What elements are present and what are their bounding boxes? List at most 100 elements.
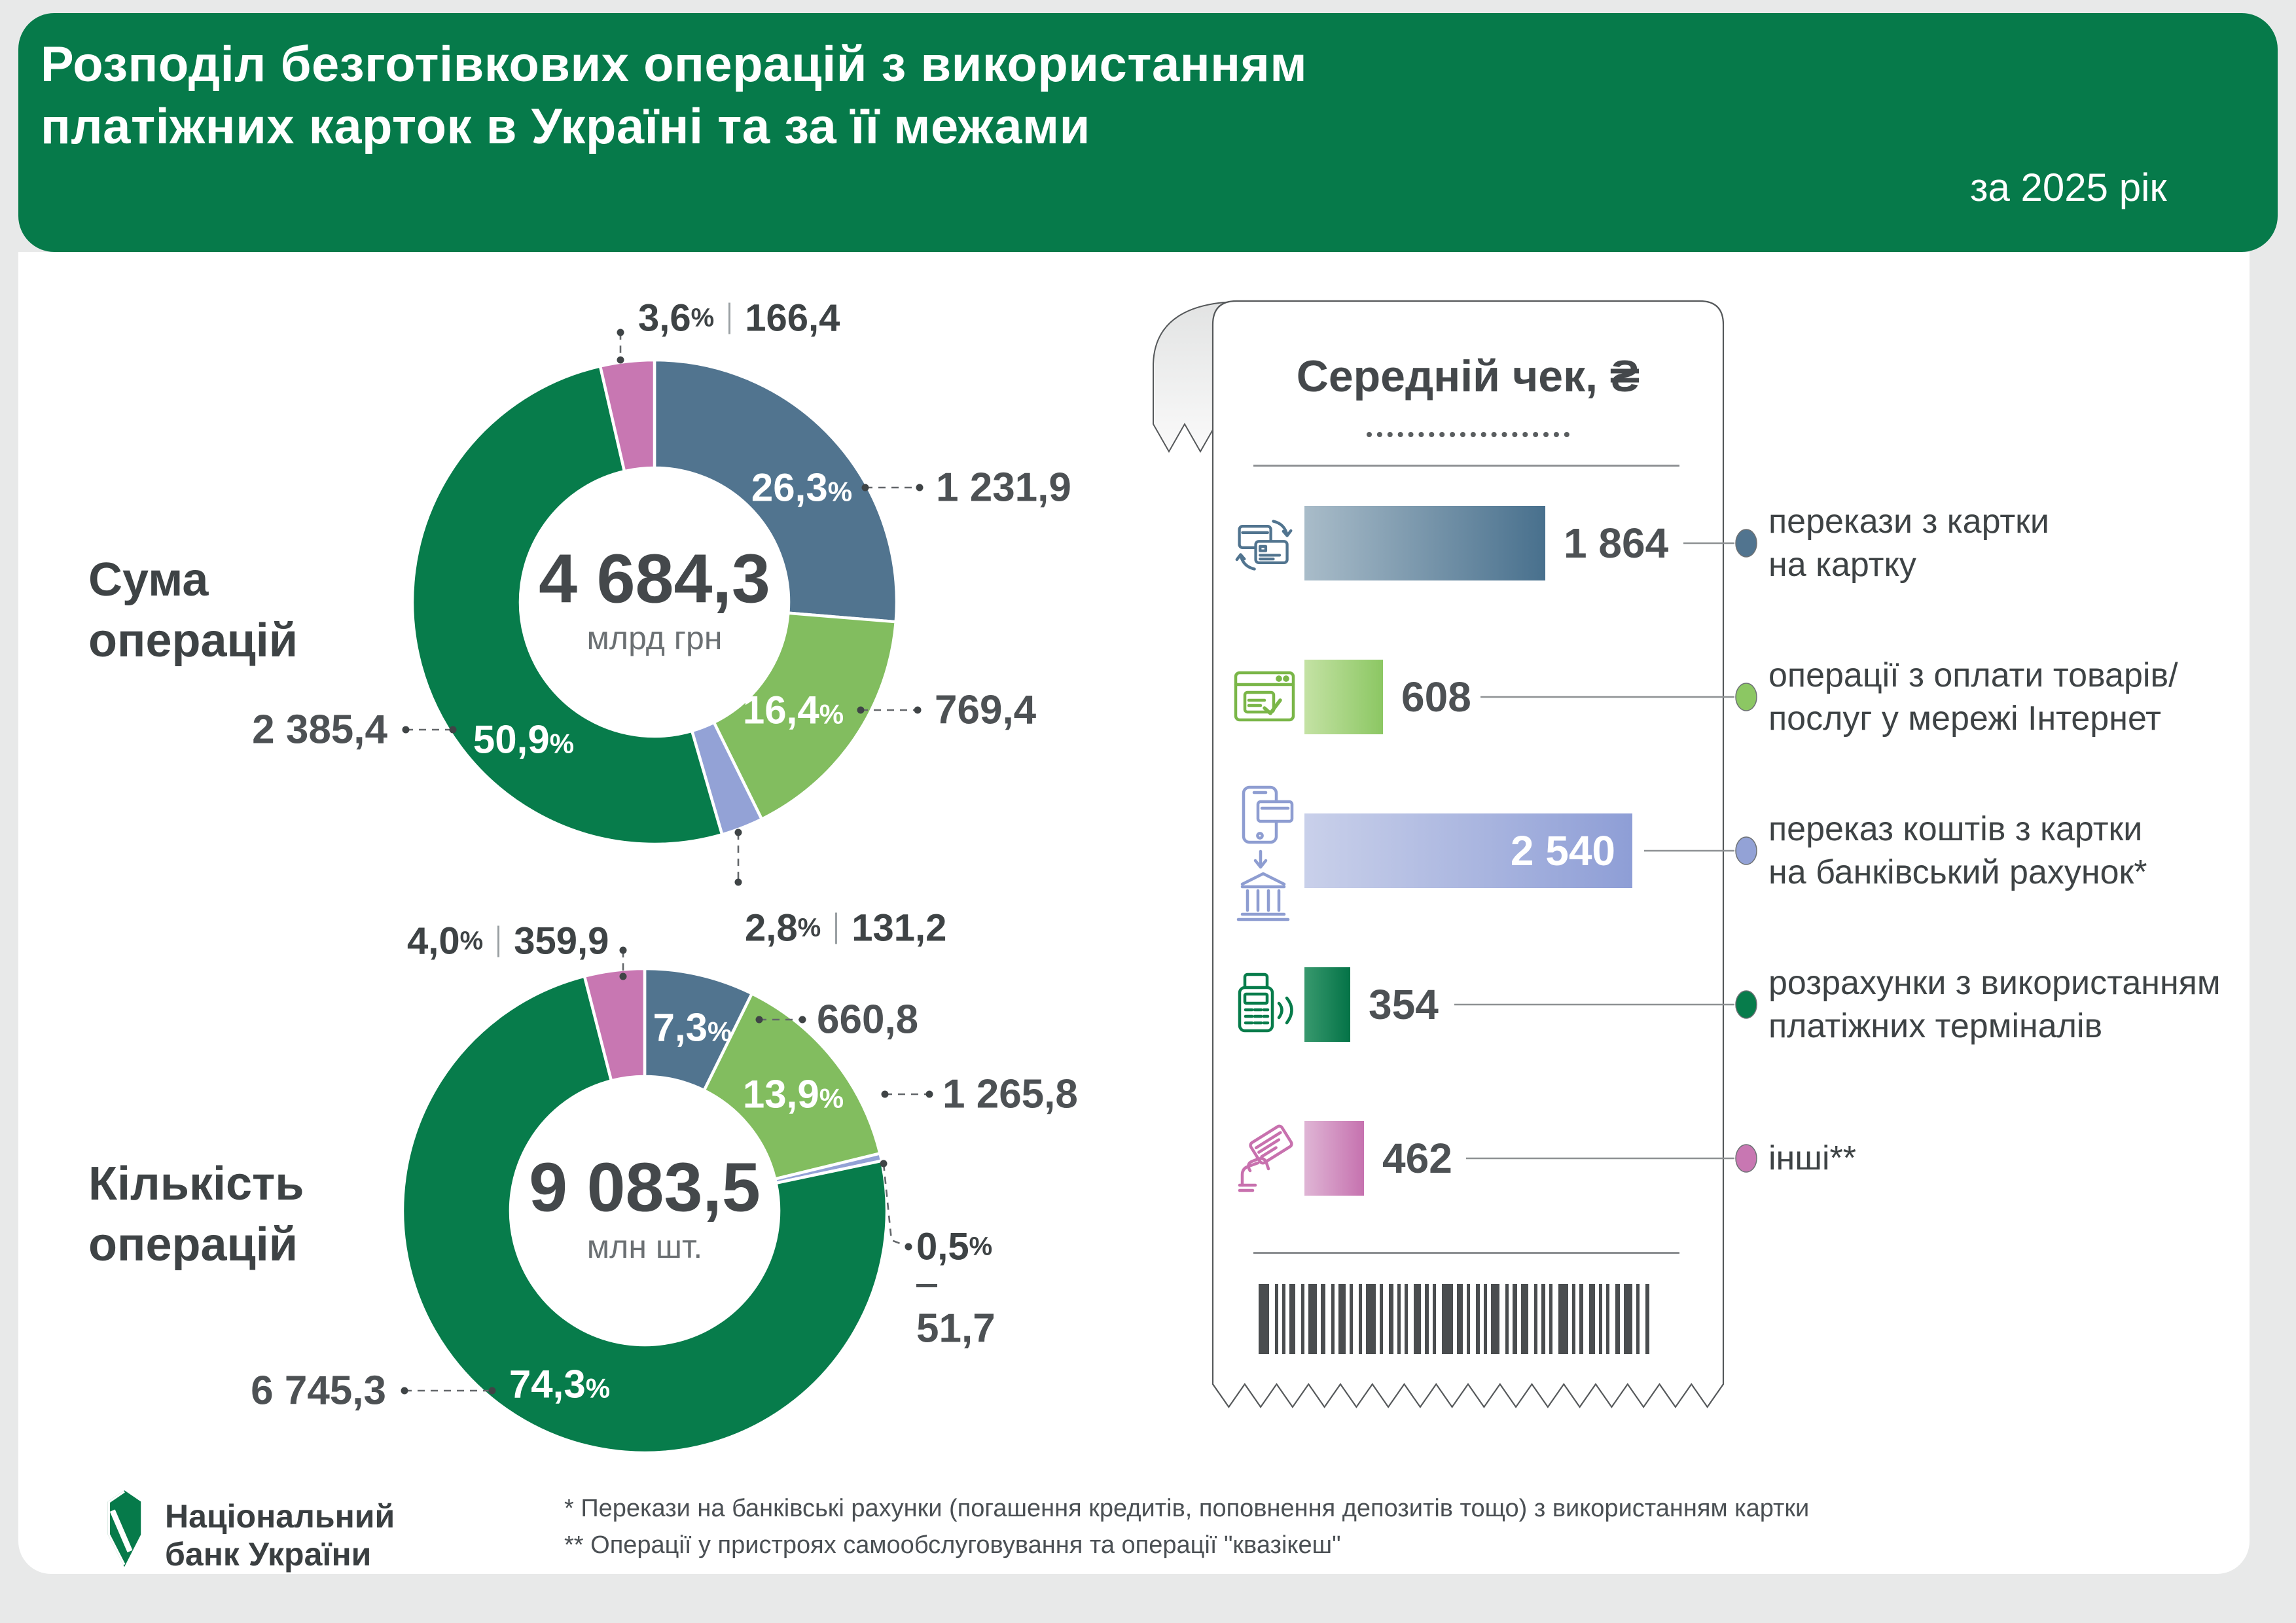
count-value-card-to-card: 660,8: [817, 997, 919, 1043]
sum-callout-line-internet-dot-b: [914, 706, 922, 714]
average-check-bar-0: [1304, 506, 1545, 580]
count-of-operations-segment-3: [401, 974, 889, 1455]
sum-of-operations-segment-0: [653, 358, 899, 624]
label-divider: [728, 302, 731, 334]
count-combo-other: 4,0% 359,9: [407, 919, 609, 963]
barcode-bar: [1425, 1284, 1429, 1354]
content-card: [18, 252, 2250, 1574]
sum-chart-title-line2: операцій: [88, 615, 298, 667]
barcode-bar: [1321, 1284, 1325, 1354]
percent-value: 26,3: [751, 465, 828, 510]
average-check-bar-2: [1304, 813, 1632, 888]
count-of-operations-percent-label: 7,3%: [653, 1005, 732, 1050]
page-title-line1: Розподіл безготівкових операцій з викори…: [41, 37, 1308, 92]
barcode-bar: [1359, 1284, 1362, 1354]
sum-callout-line-card-to-card-dot-b: [916, 484, 924, 491]
receipt-rule-top: [1253, 465, 1679, 467]
sum-combo-to-account: 2,8% 131,2: [745, 906, 946, 950]
count-callout-line-other-dot-a: [619, 946, 627, 954]
barcode: [1259, 1284, 1649, 1354]
percent-value: 3,6: [638, 296, 691, 340]
sum-callout-line-other-dot-a: [617, 329, 624, 336]
sum-value-internet: 769,4: [935, 687, 1037, 733]
percent-sign: %: [819, 1082, 844, 1114]
segment-value: 166,4: [745, 296, 840, 340]
segment-value: 131,2: [852, 906, 947, 950]
barcode-bar: [1457, 1284, 1463, 1354]
barcode-bar: [1615, 1284, 1620, 1354]
percent-sign: %: [819, 698, 844, 730]
segment-value: 359,9: [514, 919, 609, 963]
label-divider: [835, 912, 838, 944]
barcode-bar: [1541, 1284, 1545, 1354]
barcode-bar: [1572, 1284, 1575, 1354]
barcode-bar: [1433, 1284, 1436, 1354]
average-check-bar-3: [1304, 967, 1350, 1042]
legend-label-2-line-0: переказ коштів з картки: [1768, 810, 2143, 848]
percent-value: 4,0: [407, 919, 460, 963]
barcode-bar: [1476, 1284, 1480, 1354]
legend-dot-3: [1735, 990, 1757, 1019]
count-of-operations-segment-1: [702, 991, 882, 1181]
percent-value: 2,8: [745, 906, 798, 950]
barcode-bar: [1338, 1284, 1346, 1354]
sum-chart-title-line1: Сума: [88, 554, 209, 606]
sum-value-card-to-card: 1 231,9: [936, 465, 1071, 510]
count-donut-center-value: 9 083,5: [529, 1149, 761, 1226]
count-callout-line-card-to-card-dot-a: [755, 1016, 763, 1024]
percent-sign: %: [969, 1232, 993, 1261]
footnote-2: ** Операції у пристроях самообслуговуван…: [564, 1531, 1341, 1559]
barcode-bar: [1405, 1284, 1408, 1354]
legend-dot-1: [1735, 683, 1757, 711]
barcode-bar: [1467, 1284, 1470, 1354]
page-title-line2: платіжних карток в Україні та за її межа…: [41, 99, 1090, 154]
barcode-bar: [1366, 1284, 1376, 1354]
percent-value: 50,9: [473, 717, 550, 762]
legend-label-1-line-0: операції з оплати товарів/: [1768, 656, 2178, 694]
sum-callout-line-other-dot-b: [617, 356, 624, 364]
count-value-terminals: 6 745,3: [251, 1368, 386, 1414]
barcode-bar: [1636, 1284, 1640, 1354]
barcode-bar: [1397, 1284, 1401, 1354]
barcode-bar: [1484, 1284, 1487, 1354]
barcode-bar: [1331, 1284, 1335, 1354]
barcode-bar: [1282, 1284, 1285, 1354]
barcode-bar: [1308, 1284, 1317, 1354]
barcode-bar: [1549, 1284, 1552, 1354]
percent-sign: %: [827, 476, 853, 507]
count-callout-line-terminals-dot-b: [488, 1387, 496, 1395]
dotted-separator: [1367, 432, 1570, 437]
average-check-bar-1: [1304, 660, 1383, 734]
percent-sign: %: [549, 728, 575, 759]
nbu-name-line1: Національний: [165, 1498, 395, 1535]
barcode-bar: [1389, 1284, 1393, 1354]
barcode-bar: [1505, 1284, 1509, 1354]
count-callout-line-other-dot-b: [619, 972, 627, 980]
receipt-rule-bottom: [1253, 1252, 1679, 1254]
percent-sign: %: [708, 1016, 732, 1047]
bar-value-0: 1 864: [1564, 520, 1669, 567]
barcode-bar: [1534, 1284, 1537, 1354]
percent-value: 0,5: [916, 1225, 969, 1268]
barcode-bar: [1301, 1284, 1304, 1354]
percent-sign: %: [585, 1372, 611, 1404]
barcode-bar: [1380, 1284, 1383, 1354]
barcode-bar: [1513, 1284, 1517, 1354]
barcode-bar: [1579, 1284, 1583, 1354]
sum-of-operations-segment-1: [711, 611, 898, 821]
percent-value: 7,3: [653, 1005, 708, 1050]
barcode-bar: [1606, 1284, 1609, 1354]
barcode-bar: [1624, 1284, 1632, 1354]
card-transfer-icon: [1233, 509, 1296, 584]
barcode-bar: [1521, 1284, 1528, 1354]
legend-label-0-line-1: на картку: [1768, 546, 1916, 584]
online-payment-icon: [1232, 666, 1297, 732]
count-callout-line-internet-dot-b: [925, 1090, 933, 1098]
sum-callout-line-internet-dot-a: [857, 706, 865, 714]
count-donut-center-unit: млн шт.: [586, 1228, 703, 1265]
nbu-logo: [98, 1489, 151, 1570]
count-of-operations-segment-4: [583, 967, 647, 1083]
percent-value: 13,9: [742, 1072, 819, 1116]
barcode-bar: [1350, 1284, 1353, 1354]
